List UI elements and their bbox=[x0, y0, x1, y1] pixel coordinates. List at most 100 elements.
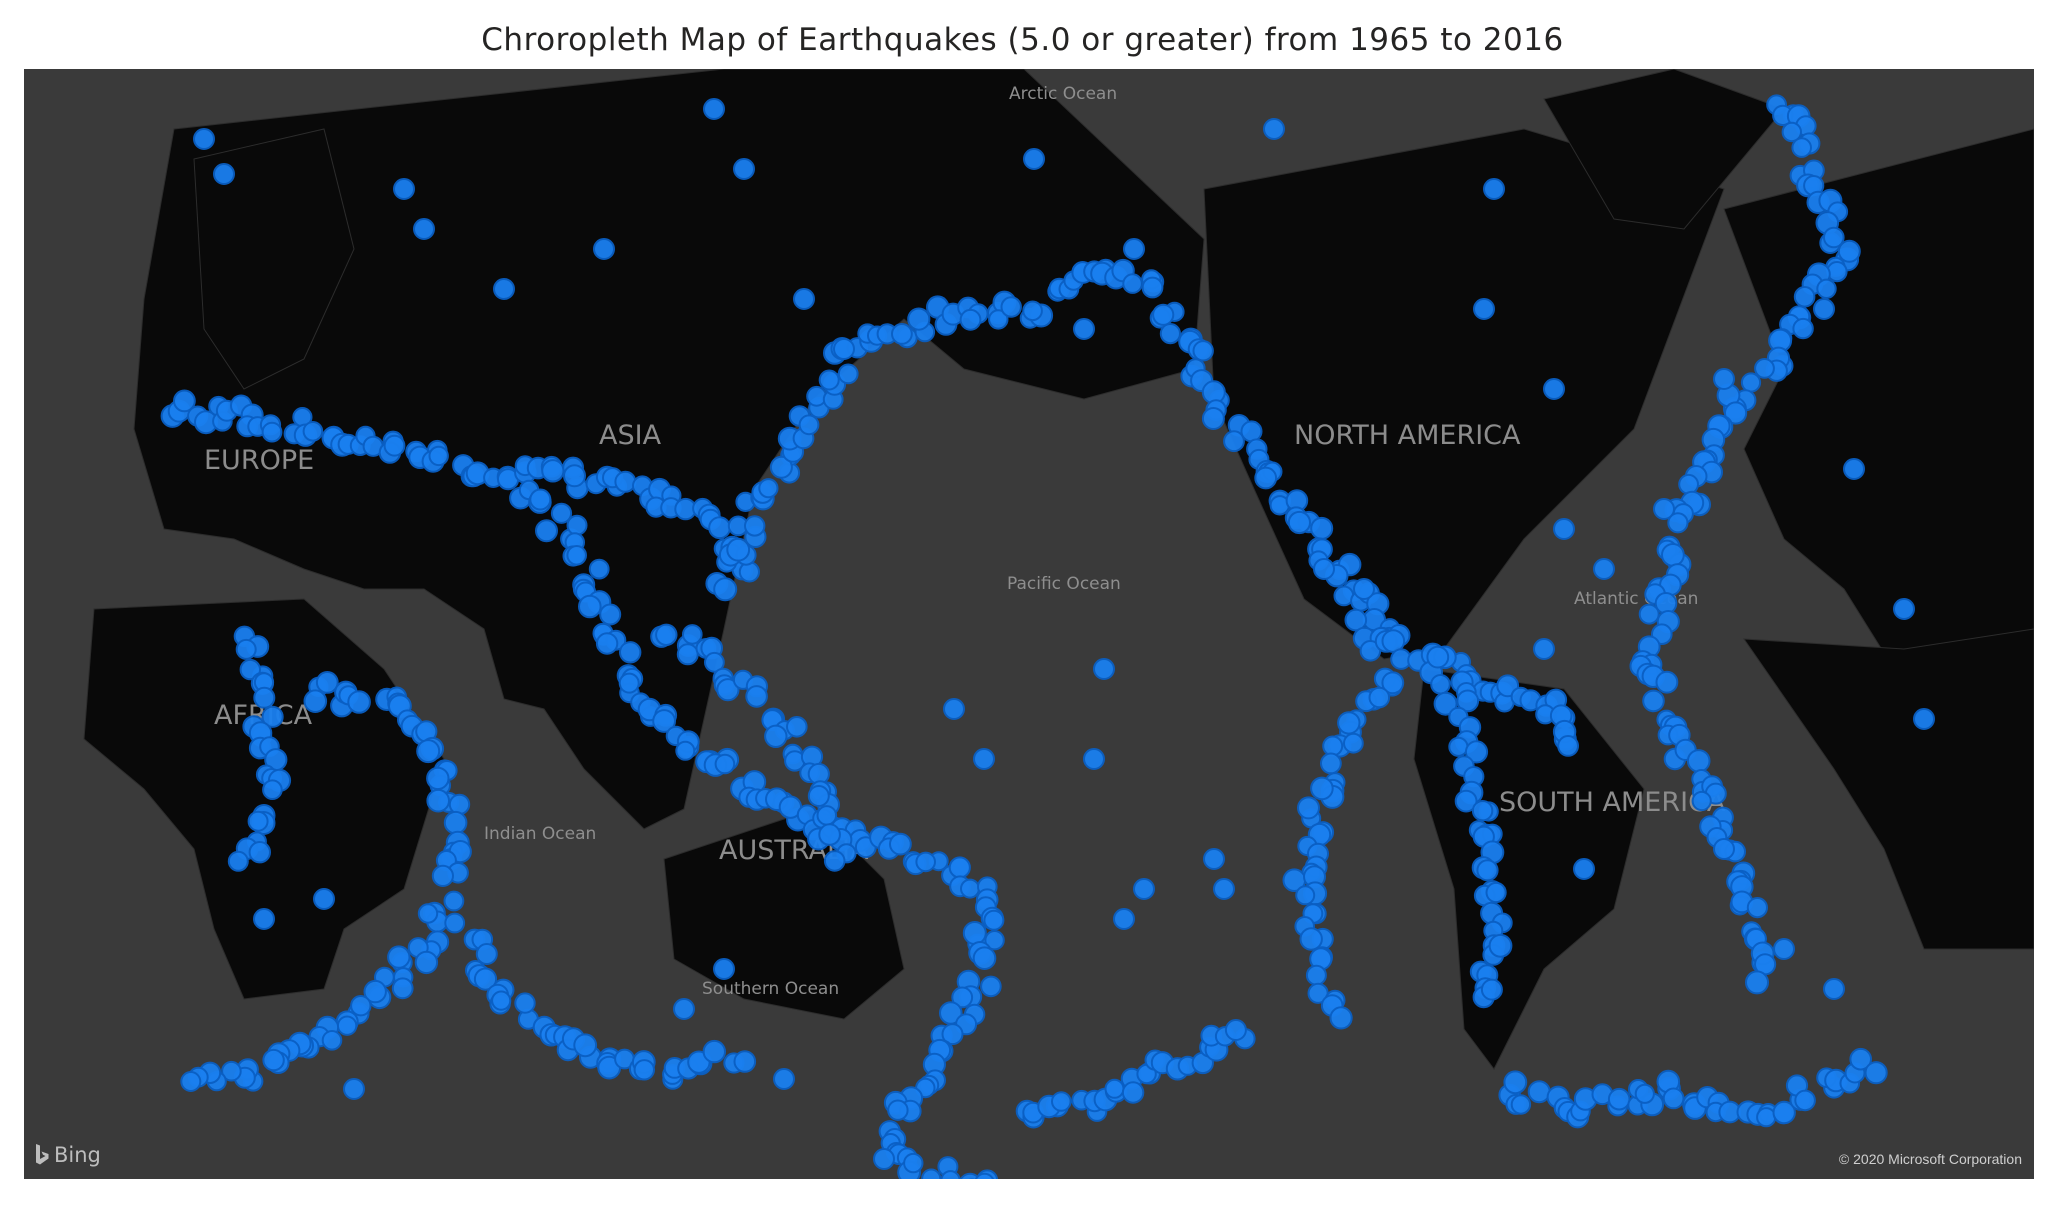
earthquake-marker[interactable] bbox=[816, 805, 838, 826]
earthquake-marker[interactable] bbox=[595, 632, 619, 655]
earthquake-marker[interactable] bbox=[1913, 708, 1935, 730]
earthquake-marker[interactable] bbox=[1503, 1070, 1528, 1095]
earthquake-marker[interactable] bbox=[475, 943, 498, 965]
earthquake-marker[interactable] bbox=[1510, 1094, 1532, 1115]
earthquake-marker[interactable] bbox=[983, 909, 1005, 931]
earthquake-marker[interactable] bbox=[221, 1060, 242, 1082]
earthquake-marker[interactable] bbox=[1713, 368, 1735, 390]
earthquake-marker[interactable] bbox=[1662, 1087, 1685, 1110]
earthquake-marker[interactable] bbox=[1864, 1061, 1888, 1085]
earthquake-marker[interactable] bbox=[514, 992, 536, 1014]
earthquake-marker[interactable] bbox=[619, 641, 642, 664]
earthquake-marker[interactable] bbox=[1305, 964, 1327, 986]
earthquake-marker[interactable] bbox=[1203, 848, 1225, 870]
earthquake-marker[interactable] bbox=[391, 977, 414, 1000]
earthquake-marker[interactable] bbox=[873, 1148, 895, 1170]
earthquake-marker[interactable] bbox=[764, 724, 788, 748]
earthquake-marker[interactable] bbox=[1527, 1080, 1551, 1104]
earthquake-marker[interactable] bbox=[1638, 603, 1660, 625]
earthquake-marker[interactable] bbox=[818, 823, 841, 846]
earthquake-marker[interactable] bbox=[682, 624, 703, 645]
earthquake-marker[interactable] bbox=[703, 98, 725, 120]
earthquake-marker[interactable] bbox=[1310, 516, 1334, 540]
earthquake-marker[interactable] bbox=[1655, 670, 1679, 694]
earthquake-marker[interactable] bbox=[744, 515, 766, 537]
earthquake-marker[interactable] bbox=[1464, 740, 1489, 764]
earthquake-marker[interactable] bbox=[1781, 121, 1803, 143]
earthquake-marker[interactable] bbox=[1320, 752, 1342, 775]
earthquake-marker[interactable] bbox=[303, 689, 328, 714]
earthquake-marker[interactable] bbox=[261, 421, 283, 443]
earthquake-marker[interactable] bbox=[493, 278, 515, 300]
earthquake-marker[interactable] bbox=[1381, 671, 1405, 695]
earthquake-marker[interactable] bbox=[951, 986, 974, 1009]
earthquake-marker[interactable] bbox=[1667, 512, 1689, 534]
earthquake-marker[interactable] bbox=[1773, 938, 1795, 960]
earthquake-marker[interactable] bbox=[818, 369, 840, 391]
earthquake-marker[interactable] bbox=[716, 678, 740, 702]
earthquake-map[interactable]: EUROPE ASIA AFRICA AUSTRALIA NORTH AMERI… bbox=[24, 69, 2034, 1179]
earthquake-marker[interactable] bbox=[302, 421, 324, 442]
earthquake-marker[interactable] bbox=[491, 990, 512, 1011]
earthquake-marker[interactable] bbox=[550, 502, 573, 524]
earthquake-marker[interactable] bbox=[1686, 749, 1711, 773]
earthquake-marker[interactable] bbox=[343, 1078, 365, 1100]
earthquake-marker[interactable] bbox=[726, 537, 751, 562]
earthquake-marker[interactable] bbox=[1483, 178, 1505, 200]
earthquake-marker[interactable] bbox=[903, 1152, 924, 1174]
earthquake-marker[interactable] bbox=[1843, 458, 1865, 480]
earthquake-marker[interactable] bbox=[972, 946, 997, 971]
earthquake-marker[interactable] bbox=[431, 864, 454, 888]
earthquake-marker[interactable] bbox=[714, 753, 736, 775]
earthquake-marker[interactable] bbox=[1593, 558, 1615, 580]
earthquake-marker[interactable] bbox=[1837, 239, 1861, 263]
earthquake-marker[interactable] bbox=[833, 338, 855, 360]
earthquake-marker[interactable] bbox=[563, 464, 586, 488]
earthquake-marker[interactable] bbox=[980, 975, 1002, 998]
earthquake-marker[interactable] bbox=[1083, 748, 1105, 770]
earthquake-marker[interactable] bbox=[350, 995, 372, 1017]
earthquake-marker[interactable] bbox=[1813, 298, 1835, 320]
earthquake-marker[interactable] bbox=[1159, 323, 1182, 345]
earthquake-marker[interactable] bbox=[889, 832, 912, 856]
earthquake-marker[interactable] bbox=[413, 218, 435, 240]
earthquake-marker[interactable] bbox=[426, 788, 451, 813]
earthquake-marker[interactable] bbox=[1223, 430, 1245, 453]
earthquake-marker[interactable] bbox=[473, 967, 498, 991]
earthquake-marker[interactable] bbox=[1093, 658, 1115, 680]
earthquake-marker[interactable] bbox=[713, 577, 738, 602]
earthquake-marker[interactable] bbox=[960, 878, 980, 899]
earthquake-marker[interactable] bbox=[1201, 407, 1225, 430]
earthquake-marker[interactable] bbox=[599, 603, 622, 626]
earthquake-marker[interactable] bbox=[1480, 978, 1503, 1001]
earthquake-marker[interactable] bbox=[745, 685, 768, 708]
earthquake-marker[interactable] bbox=[921, 1168, 942, 1180]
earthquake-marker[interactable] bbox=[1023, 148, 1045, 170]
earthquake-marker[interactable] bbox=[529, 488, 552, 511]
earthquake-marker[interactable] bbox=[733, 158, 755, 180]
earthquake-marker[interactable] bbox=[1344, 608, 1368, 632]
earthquake-marker[interactable] bbox=[1113, 908, 1135, 930]
earthquake-marker[interactable] bbox=[383, 434, 406, 457]
earthquake-marker[interactable] bbox=[416, 739, 441, 764]
earthquake-marker[interactable] bbox=[1713, 838, 1735, 860]
earthquake-marker[interactable] bbox=[1823, 978, 1845, 1000]
earthquake-marker[interactable] bbox=[1368, 686, 1391, 709]
earthquake-marker[interactable] bbox=[1433, 691, 1458, 716]
earthquake-marker[interactable] bbox=[1691, 790, 1712, 812]
earthquake-marker[interactable] bbox=[1104, 1078, 1125, 1099]
earthquake-marker[interactable] bbox=[1141, 276, 1164, 299]
earthquake-marker[interactable] bbox=[193, 128, 215, 150]
earthquake-marker[interactable] bbox=[363, 979, 387, 1004]
earthquake-marker[interactable] bbox=[959, 308, 982, 331]
earthquake-marker[interactable] bbox=[588, 558, 610, 580]
earthquake-marker[interactable] bbox=[1745, 970, 1769, 995]
earthquake-marker[interactable] bbox=[315, 671, 339, 694]
earthquake-marker[interactable] bbox=[578, 594, 602, 619]
earthquake-marker[interactable] bbox=[1343, 732, 1364, 754]
earthquake-marker[interactable] bbox=[793, 288, 815, 310]
earthquake-marker[interactable] bbox=[758, 478, 779, 499]
earthquake-marker[interactable] bbox=[1122, 273, 1143, 294]
earthquake-marker[interactable] bbox=[443, 890, 465, 912]
earthquake-marker[interactable] bbox=[1746, 897, 1769, 919]
